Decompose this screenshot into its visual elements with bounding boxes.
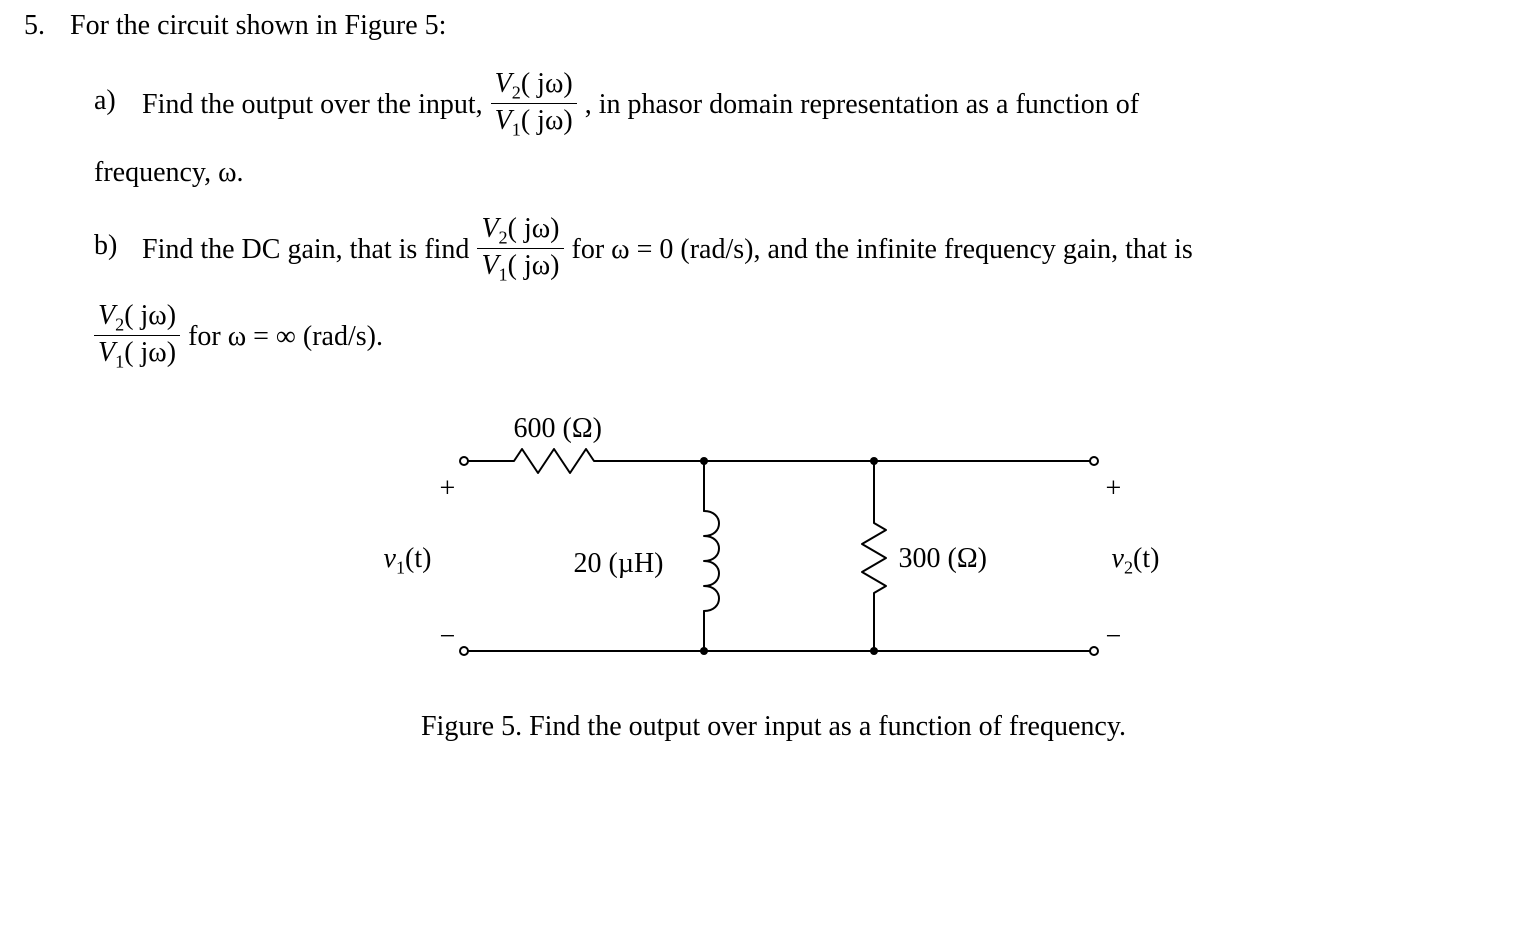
label-r2: 300 (Ω) — [899, 541, 987, 576]
label-minus-left: − — [440, 619, 456, 654]
part-a-seg1: Find the output over the input, — [142, 87, 483, 122]
part-b-seg1: Find the DC gain, that is find — [142, 232, 469, 267]
part-a-line1: Find the output over the input, V2( jω) … — [142, 69, 1523, 139]
label-l: 20 (µH) — [574, 546, 664, 581]
part-a: a) Find the output over the input, V2( j… — [94, 69, 1523, 190]
figure-caption-number: Figure 5. — [421, 711, 522, 742]
part-a-body: Find the output over the input, V2( jω) … — [142, 69, 1523, 190]
problem-5: 5. For the circuit shown in Figure 5: — [24, 8, 1523, 43]
part-b-label: b) — [94, 214, 142, 263]
page: 5. For the circuit shown in Figure 5: a)… — [0, 0, 1531, 764]
part-b-body: Find the DC gain, that is find V2( jω) V… — [142, 214, 1523, 371]
part-b-line1: Find the DC gain, that is find V2( jω) V… — [142, 214, 1523, 284]
part-b: b) Find the DC gain, that is find V2( jω… — [94, 214, 1523, 371]
part-a-label: a) — [94, 69, 142, 118]
figure-caption: Figure 5. Find the output over input as … — [24, 709, 1523, 744]
figure-5: 600 (Ω) 20 (µH) 300 (Ω) v1(t) + − v2(t) … — [24, 401, 1523, 744]
label-minus-right: − — [1106, 619, 1122, 654]
part-a-line2: frequency, ω. — [94, 155, 1523, 190]
part-a-seg2: , in phasor domain representation as a f… — [585, 87, 1139, 122]
label-plus-left: + — [440, 471, 456, 506]
problem-intro: For the circuit shown in Figure 5: — [70, 8, 1523, 43]
circuit-svg — [394, 401, 1154, 691]
circuit-diagram: 600 (Ω) 20 (µH) 300 (Ω) v1(t) + − v2(t) … — [394, 401, 1154, 691]
problem-number: 5. — [24, 8, 70, 43]
part-a-cont1: frequency, ω. — [94, 155, 244, 190]
figure-caption-text: Find the output over input as a function… — [522, 711, 1126, 742]
parts-list: a) Find the output over the input, V2( j… — [94, 69, 1523, 371]
part-b-seg2: for ω = 0 (rad/s), and the infinite freq… — [572, 232, 1193, 267]
label-v1: v1(t) — [384, 541, 432, 579]
tf-fraction-b2: V2( jω) V1( jω) — [94, 301, 180, 371]
part-b-cont2: for ω = ∞ (rad/s). — [188, 319, 383, 354]
part-b-line2: V2( jω) V1( jω) for ω = ∞ (rad/s). — [94, 301, 1523, 371]
tf-fraction-b1: V2( jω) V1( jω) — [477, 214, 563, 284]
label-v2: v2(t) — [1112, 541, 1160, 579]
tf-fraction-a: V2( jω) V1( jω) — [491, 69, 577, 139]
label-r1: 600 (Ω) — [514, 411, 602, 446]
label-plus-right: + — [1106, 471, 1122, 506]
